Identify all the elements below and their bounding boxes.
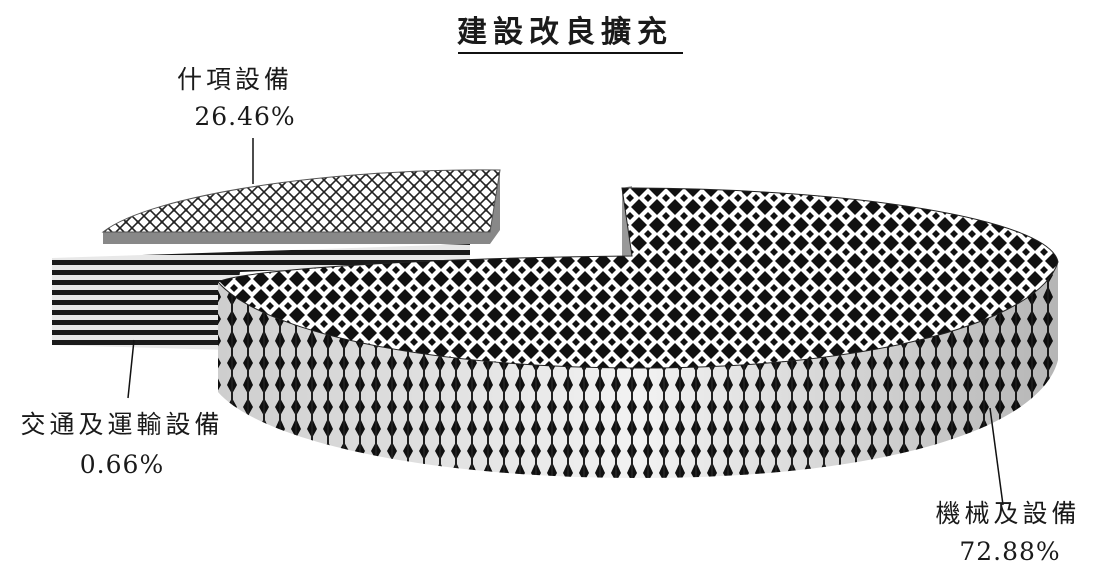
slice-transport-front [52,244,470,350]
label-misc-equipment: 什項設備 [177,65,293,94]
leader-line-transport [127,339,135,399]
slice-misc-top [101,169,501,233]
slice-machinery-equipment [217,186,1059,478]
slice-machinery-top [217,187,1059,369]
slice-transport-equipment [52,244,470,350]
label-transport-equipment: 交通及運輸設備 [20,410,223,439]
value-transport-equipment: 0.66% [80,450,164,479]
slice-misc-equipment [101,169,501,244]
leader-line-machinery [989,407,1004,506]
label-machinery-equipment: 機械及設備 [935,499,1080,528]
value-machinery-equipment: 72.88% [959,537,1060,566]
value-misc-equipment: 26.46% [194,102,295,131]
chart-title: 建設改良擴充 [457,15,673,50]
